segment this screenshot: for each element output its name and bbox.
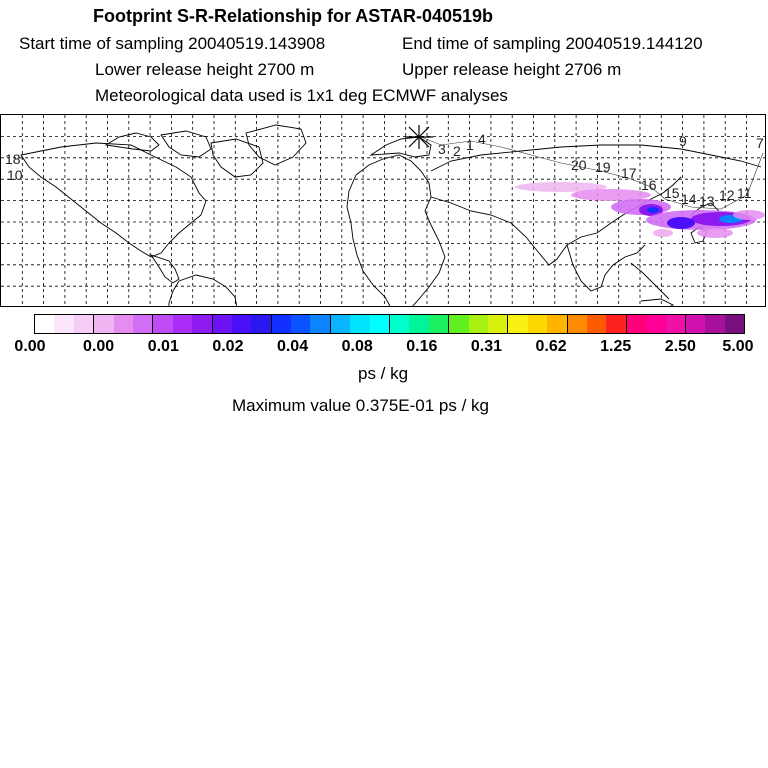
colorbar-tick-label: 0.62 [535,338,567,355]
colorbar-segment [626,315,647,333]
trajectory-label: 13 [699,193,715,209]
colorbar-tick-label: 1.25 [600,338,632,355]
colorbar-segment [172,315,193,333]
colorbar-segment [586,315,607,333]
max-value-label: Maximum value 0.375E-01 ps / kg [232,396,490,415]
colorbar-segment [94,315,114,333]
trajectory-label: 20 [571,157,587,173]
footprint-plume [515,182,765,238]
unit-label: ps / kg [358,364,409,383]
colorbar-segment [212,315,232,333]
lower-height-label: Lower release height 2700 m [95,60,315,79]
trajectory-label: 16 [641,177,657,193]
colorbar-segment [724,315,745,333]
colorbar-tick-label: 0.01 [147,338,179,355]
colorbar-segment [606,315,627,333]
upper-height-label: Upper release height 2706 m [402,60,622,79]
colorbar-segment [271,315,292,333]
colorbar-segment [35,315,55,333]
colorbar-segment [153,315,173,333]
world-map: 3 2 1 4 9 7 20 19 17 16 15 14 13 12 11 1… [0,114,766,307]
colorbar-segment [291,315,311,333]
colorbar-segment [132,315,154,333]
colorbar-segment [251,315,272,333]
trajectory-label: 10 [7,167,23,183]
colorbar-segment [665,315,686,333]
colorbar-segment [685,315,706,333]
colorbar-tick-label: 0.00 [83,338,115,355]
colorbar-segment [231,315,252,333]
lat-lon-grid [1,115,765,306]
colorbar-segment [428,315,450,333]
trajectory-label: 12 [719,187,735,203]
trajectory-label: 1 [466,137,474,153]
trajectory-label: 11 [737,185,752,201]
colorbar-segment [369,315,391,333]
colorbar-segment [527,315,548,333]
colorbar-segment [390,315,410,333]
trajectory-line [420,136,764,210]
trajectory-label: 19 [595,159,611,175]
colorbar-tick-label: 5.00 [722,338,754,355]
trajectory-label: 18 [5,151,21,167]
trajectory-label: 3 [438,141,446,157]
colorbar-segment [73,315,95,333]
colorbar-tick-label: 0.00 [14,338,46,355]
colorbar-tick-label: 0.31 [470,338,503,355]
colorbar-tick-label: 0.02 [212,338,244,355]
trajectory-label: 14 [681,191,697,207]
map-canvas [1,115,765,306]
star-icon [405,125,433,149]
colorbar-segment [547,315,568,333]
colorbar-segment [113,315,133,333]
colorbar-tick-label: 2.50 [664,338,696,355]
trajectory-label: 15 [664,185,680,201]
met-data-label: Meteorological data used is 1x1 deg ECMW… [95,86,508,105]
trajectory-label: 4 [478,131,486,147]
colorbar-segment [646,315,666,333]
trajectory-label: 7 [756,135,764,151]
colorbar-segment [468,315,488,333]
colorbar-segment [508,315,528,333]
colorbar-segment [449,315,469,333]
colorbar-segment [487,315,509,333]
trajectory-label: 2 [453,143,461,159]
colorbar-segment [54,315,74,333]
colorbar-tick-label: 0.16 [406,338,438,355]
colorbar-tick-label: 0.08 [341,338,373,355]
colorbar-segment [310,315,331,333]
trajectory-label: 17 [621,165,637,181]
colorbar [34,314,745,334]
start-time-label: Start time of sampling 20040519.143908 [19,34,326,53]
end-time-label: End time of sampling 20040519.144120 [402,34,703,53]
coastlines [20,124,762,306]
colorbar-segment [567,315,587,333]
colorbar-tick-label: 0.04 [276,338,309,355]
colorbar-segment [705,315,725,333]
colorbar-segment [192,315,213,333]
plot-title: Footprint S-R-Relationship for ASTAR-040… [93,6,494,26]
trajectory-label: 9 [679,133,687,149]
colorbar-segment [409,315,429,333]
colorbar-segment [330,315,351,333]
colorbar-segment [350,315,370,333]
